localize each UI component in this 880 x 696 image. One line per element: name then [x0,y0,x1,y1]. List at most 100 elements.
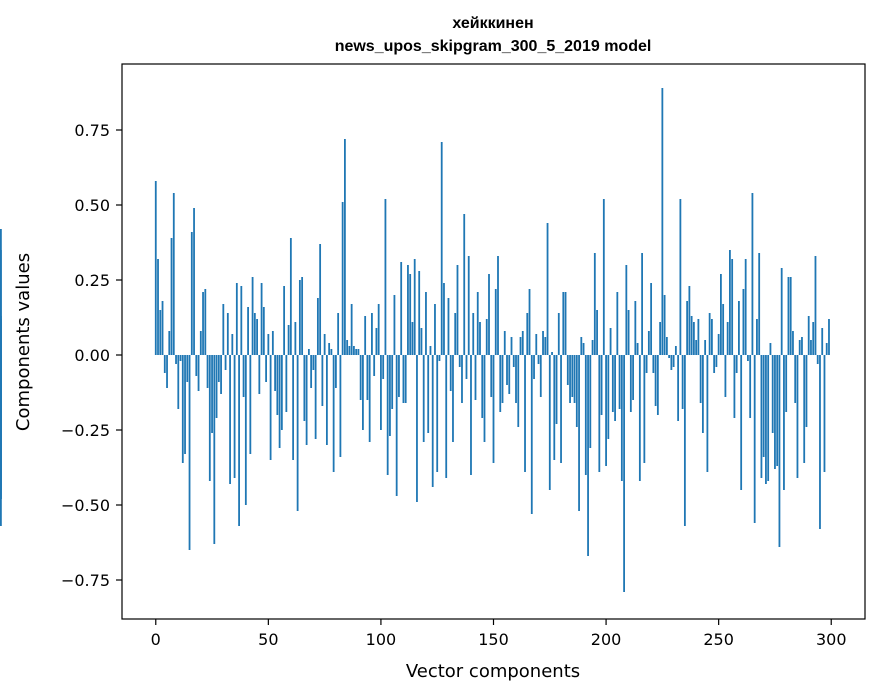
bar [798,340,801,355]
bar [0,316,2,355]
bar [251,277,254,355]
bar [717,334,720,355]
bar [584,355,587,475]
bar [753,355,756,523]
bar [328,343,331,355]
bar [566,355,569,385]
bar [202,292,204,355]
bar [289,238,292,355]
bar [445,355,448,478]
bar [537,355,540,364]
bar [751,193,754,355]
bar [632,355,634,400]
bar [278,355,281,448]
bar [575,355,578,427]
bar [467,256,470,355]
bar [503,331,506,355]
bar [760,355,763,478]
bar [411,322,414,355]
bar [733,355,736,418]
bar [443,283,445,355]
bar [731,259,734,355]
bar [713,355,716,373]
bar [744,259,747,355]
bar [292,355,295,460]
bar [452,355,454,442]
bar [650,283,653,355]
bar [623,355,625,592]
bar [535,334,538,355]
bar [695,340,698,355]
bar [774,355,776,469]
bar [508,355,511,394]
bar [544,337,547,355]
bar [546,223,549,355]
bar [524,355,526,472]
bar [312,355,315,370]
bar [553,355,556,460]
bar [542,331,544,355]
bar [828,319,830,355]
bar [634,301,637,355]
bar [521,331,524,355]
bar [771,355,774,433]
bar [488,274,490,355]
bar [157,259,159,355]
bar [314,355,317,439]
bar [438,355,441,361]
bar [735,355,738,373]
bar [380,355,382,430]
bar [756,319,758,355]
bar [533,355,535,379]
bar [337,313,340,355]
bar [490,355,493,397]
bar [481,355,484,418]
bar [206,355,209,388]
x-axis-ticks: 0 50 100 150 200 250 300 [151,619,847,649]
bar [548,355,551,490]
bar [391,355,394,409]
bar [668,355,671,358]
bar [614,355,616,421]
bar [389,355,391,436]
bar [571,355,574,397]
bar [611,355,614,412]
bar [355,349,358,355]
bar [643,355,646,463]
bar [362,355,364,430]
bar [497,256,499,355]
bar [539,355,542,397]
bar [647,331,650,355]
bar [373,355,376,376]
bar [715,355,718,367]
bar [785,355,788,412]
bar [420,328,423,355]
bar [747,355,749,361]
plot-frame [121,63,866,620]
bar [573,355,576,403]
bar [305,355,308,445]
bar [825,343,828,355]
y-tick-label: −0.75 [61,571,110,590]
bar [787,277,790,355]
bar [190,232,193,355]
bar [805,355,808,427]
bar [578,355,580,511]
bar [170,238,173,355]
bar [674,346,677,355]
bar [186,355,189,382]
bar [0,355,2,490]
bar [375,328,378,355]
bar [247,307,249,355]
bar [607,355,610,439]
bar [287,325,290,355]
bar [208,355,211,481]
bar [402,355,405,403]
bar [677,355,680,421]
bar [458,355,461,367]
bar [276,355,279,415]
bar [796,355,799,478]
y-tick-label: 0.00 [74,346,110,365]
y-tick-label: 0.75 [74,121,110,140]
